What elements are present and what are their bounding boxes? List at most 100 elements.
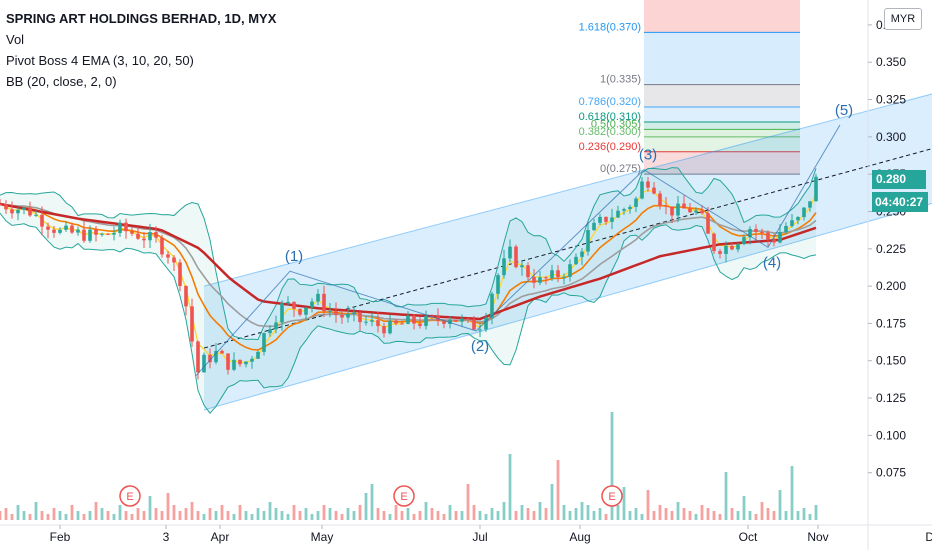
volume-indicator-label[interactable]: Vol bbox=[6, 32, 25, 47]
candle-body bbox=[670, 206, 674, 216]
time-tick-label: Apr bbox=[211, 530, 230, 544]
price-tick-label: 0.175 bbox=[876, 316, 906, 330]
candle-body bbox=[112, 232, 116, 235]
candle-body bbox=[730, 245, 734, 250]
volume-bar bbox=[562, 505, 566, 520]
candle-body bbox=[100, 233, 104, 235]
price-tick-label: 0.300 bbox=[876, 130, 906, 144]
candle-body bbox=[172, 257, 176, 263]
candle-body bbox=[268, 329, 272, 334]
volume-bar bbox=[244, 511, 248, 520]
candle-body bbox=[352, 312, 356, 315]
symbol-title[interactable]: SPRING ART HOLDINGS BERHAD, 1D, MYX bbox=[6, 11, 277, 26]
fib-extension-zone bbox=[644, 0, 800, 33]
candle-body bbox=[784, 225, 788, 232]
volume-bar bbox=[646, 490, 650, 520]
volume-bar bbox=[328, 508, 332, 520]
volume-bar bbox=[412, 514, 416, 520]
candle-body bbox=[202, 354, 206, 373]
bb-indicator-label[interactable]: BB (20, close, 2, 0) bbox=[6, 74, 117, 89]
candle-body bbox=[388, 320, 392, 334]
elliott-wave[interactable]: (1) (2) (3) (4) (5) bbox=[195, 102, 853, 377]
candle-body bbox=[772, 239, 776, 243]
candle-body bbox=[688, 208, 692, 213]
volume-bar bbox=[814, 505, 818, 520]
earnings-marker-label: E bbox=[126, 491, 133, 503]
candle-body bbox=[358, 312, 362, 323]
candle-body bbox=[568, 264, 572, 277]
time-axis[interactable]: Feb 3 Apr May Jul Aug Oct Nov Dec bbox=[0, 524, 932, 544]
fibonacci-retracement[interactable]: 0(0.275) 0.236(0.290) 0.382(0.300)0.5(0.30… bbox=[579, 0, 800, 175]
volume-bar bbox=[478, 511, 482, 520]
candle-body bbox=[262, 333, 266, 352]
volume-bar bbox=[682, 508, 686, 520]
parallel-channel[interactable] bbox=[203, 88, 932, 411]
volume-bar bbox=[382, 511, 386, 520]
volume-bar bbox=[502, 502, 506, 520]
candle-body bbox=[364, 321, 368, 323]
volume-bar bbox=[532, 511, 536, 520]
candle-body bbox=[634, 198, 638, 207]
candle-body bbox=[376, 320, 380, 327]
volume-bar bbox=[496, 511, 500, 520]
candle-body bbox=[280, 303, 284, 323]
candle-body bbox=[370, 320, 374, 322]
volume-bar bbox=[706, 508, 710, 520]
candle-body bbox=[544, 277, 548, 279]
volume-bar bbox=[286, 514, 290, 520]
fib-zone bbox=[644, 121, 800, 130]
candlesticks bbox=[0, 173, 818, 380]
candle-body bbox=[742, 237, 746, 245]
volume-bar bbox=[52, 508, 56, 520]
candle-body bbox=[10, 209, 14, 214]
volume-bar bbox=[4, 508, 8, 520]
volume-bar bbox=[742, 496, 746, 520]
volume-bar bbox=[400, 511, 404, 520]
candle-body bbox=[286, 301, 290, 304]
candle-body bbox=[82, 229, 86, 241]
volume-bar bbox=[796, 511, 800, 520]
volume-bar bbox=[322, 505, 326, 520]
volume-bar bbox=[616, 505, 620, 520]
fib-level-label: 0.382(0.300) bbox=[579, 126, 641, 138]
candle-body bbox=[148, 232, 152, 241]
candle-body bbox=[550, 270, 554, 279]
candle-body bbox=[136, 233, 140, 239]
fib-zone bbox=[644, 32, 800, 85]
volume-bar bbox=[316, 511, 320, 520]
currency-badge[interactable]: MYR bbox=[884, 8, 922, 30]
volume-bar bbox=[694, 514, 698, 520]
candle-body bbox=[502, 258, 506, 276]
candle-body bbox=[616, 210, 620, 218]
volume-bar bbox=[508, 454, 512, 520]
candle-body bbox=[130, 231, 134, 234]
volume-bar bbox=[676, 502, 680, 520]
candle-body bbox=[292, 301, 296, 309]
candle-body bbox=[556, 270, 560, 278]
volume-bar bbox=[22, 511, 26, 520]
candle-body bbox=[496, 275, 500, 294]
volume-bar bbox=[658, 505, 662, 520]
volume-bar bbox=[748, 511, 752, 520]
volume-bar bbox=[442, 514, 446, 520]
price-axis[interactable]: 0.3750.3500.3250.3000.2750.2500.2250.200… bbox=[867, 0, 906, 550]
volume-bar bbox=[178, 511, 182, 520]
volume-bar bbox=[454, 511, 458, 520]
volume-bar bbox=[514, 511, 518, 520]
candle-body bbox=[382, 326, 386, 334]
candle-body bbox=[418, 323, 422, 326]
candle-body bbox=[340, 314, 344, 318]
volume-bar bbox=[580, 502, 584, 520]
volume-bar bbox=[256, 508, 260, 520]
candle-body bbox=[562, 276, 566, 278]
candle-body bbox=[52, 229, 56, 233]
ema-indicator-label[interactable]: Pivot Boss 4 EMA (3, 10, 20, 50) bbox=[6, 53, 194, 68]
candle-body bbox=[142, 238, 146, 241]
volume-bar bbox=[10, 514, 14, 520]
volume-bar bbox=[76, 511, 80, 520]
candle-body bbox=[154, 232, 158, 238]
volume-bar bbox=[406, 508, 410, 520]
volume-bar bbox=[34, 502, 38, 520]
